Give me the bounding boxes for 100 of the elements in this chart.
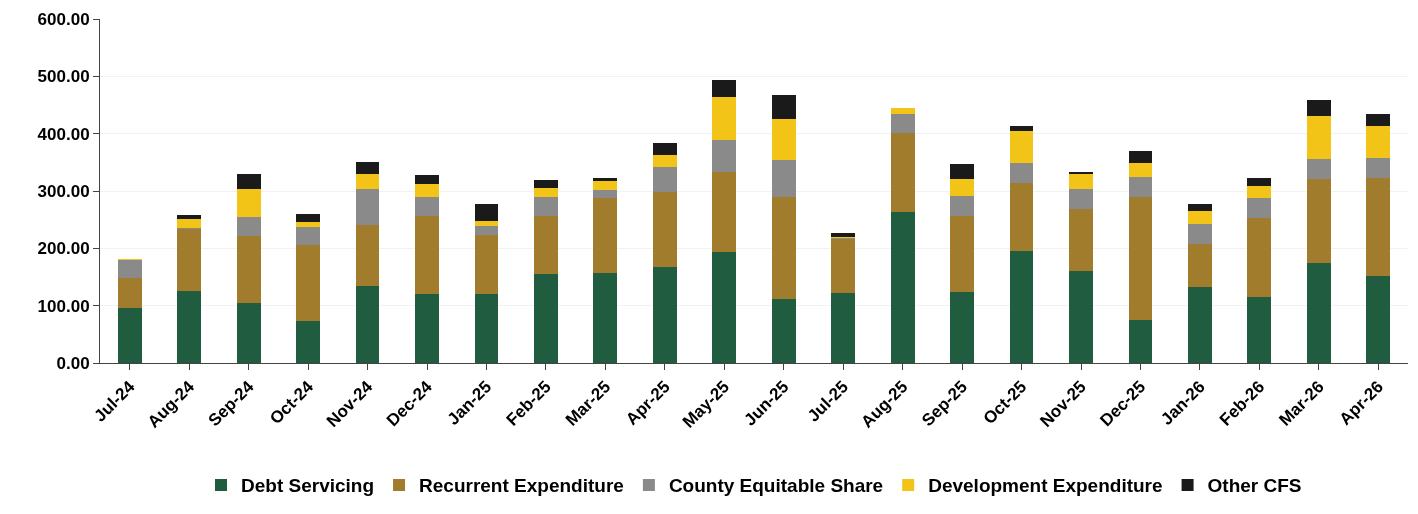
bar	[1247, 297, 1272, 363]
bar	[415, 216, 439, 295]
bar	[1069, 189, 1093, 210]
bar	[1188, 211, 1212, 225]
bar	[534, 180, 558, 188]
bar	[890, 212, 915, 363]
y-tick-label: 100.00	[37, 296, 90, 316]
y-tick-label: 400.00	[37, 124, 90, 144]
bar	[296, 321, 320, 363]
bar	[712, 96, 737, 140]
bar	[1188, 286, 1212, 363]
bar	[1128, 163, 1153, 178]
bar	[1306, 158, 1331, 179]
bar	[355, 189, 380, 226]
bar	[593, 272, 618, 363]
bar	[652, 143, 677, 156]
bar	[1247, 178, 1272, 187]
bar	[236, 188, 261, 218]
bar	[771, 119, 796, 161]
bar	[1069, 209, 1093, 272]
bar	[296, 213, 320, 222]
bar	[771, 196, 796, 299]
bar	[534, 187, 558, 198]
bar	[474, 235, 499, 295]
bar	[1069, 271, 1093, 363]
bar	[415, 174, 439, 184]
bar	[771, 298, 796, 363]
bar	[1247, 186, 1272, 198]
bar	[593, 197, 618, 273]
bar	[950, 178, 974, 196]
bar	[177, 219, 202, 229]
bar	[415, 183, 439, 198]
bar	[474, 203, 499, 222]
bar	[831, 233, 856, 238]
bar	[1306, 263, 1331, 363]
bar	[236, 302, 261, 363]
legend-label: Other CFS	[1207, 475, 1302, 497]
bar	[355, 174, 380, 190]
bar	[474, 294, 499, 363]
bar	[712, 139, 737, 172]
y-tick-label: 200.00	[37, 239, 90, 259]
y-tick-label: 0.00	[56, 353, 90, 373]
bar	[1306, 178, 1331, 264]
bar	[1366, 177, 1391, 276]
bar	[771, 95, 796, 120]
bar	[355, 162, 380, 175]
bar	[534, 273, 558, 363]
bar	[177, 215, 202, 220]
bar	[534, 216, 558, 274]
bar	[355, 225, 380, 286]
bar	[415, 197, 439, 217]
legend-label: Debt Servicing	[241, 475, 375, 497]
bar	[1128, 320, 1153, 363]
bar	[652, 155, 677, 167]
bar	[1188, 243, 1212, 287]
bar	[296, 245, 320, 322]
bar	[1247, 197, 1272, 218]
legend-label: Recurrent Expenditure	[419, 475, 624, 497]
bar	[1009, 182, 1034, 251]
bar	[117, 307, 142, 363]
bar	[236, 173, 261, 189]
bar	[236, 235, 261, 303]
bar	[1366, 126, 1391, 159]
bar	[177, 291, 202, 363]
bar	[890, 114, 915, 134]
bar	[117, 259, 142, 278]
bar	[296, 221, 320, 227]
bar	[950, 292, 974, 363]
legend-label: Development Expenditure	[928, 475, 1163, 497]
bar	[712, 80, 737, 97]
bar	[1009, 250, 1034, 363]
y-tick-label: 600.00	[37, 9, 90, 29]
bar	[712, 251, 737, 363]
bar	[950, 164, 974, 179]
bar	[1366, 114, 1391, 127]
bar	[1128, 177, 1153, 198]
legend-label: County Equitable Share	[668, 475, 884, 497]
bar	[1247, 217, 1272, 298]
bar	[950, 195, 974, 216]
y-tick-label: 500.00	[37, 67, 90, 87]
bar	[1009, 125, 1034, 131]
bar	[890, 108, 915, 115]
bar	[474, 225, 499, 236]
bar	[1069, 174, 1093, 190]
bar	[236, 217, 261, 236]
bar	[296, 226, 320, 246]
bar	[177, 228, 202, 292]
bar	[1188, 204, 1212, 212]
bar	[771, 160, 796, 197]
bar	[712, 171, 737, 252]
bar	[1306, 100, 1331, 117]
bar	[831, 238, 856, 294]
bar	[1009, 162, 1034, 183]
bar	[1366, 158, 1391, 178]
bar	[1009, 130, 1034, 163]
bar	[652, 192, 677, 267]
bar	[1306, 116, 1331, 159]
bar	[1366, 275, 1391, 363]
bar	[474, 221, 499, 226]
bar	[890, 133, 915, 213]
